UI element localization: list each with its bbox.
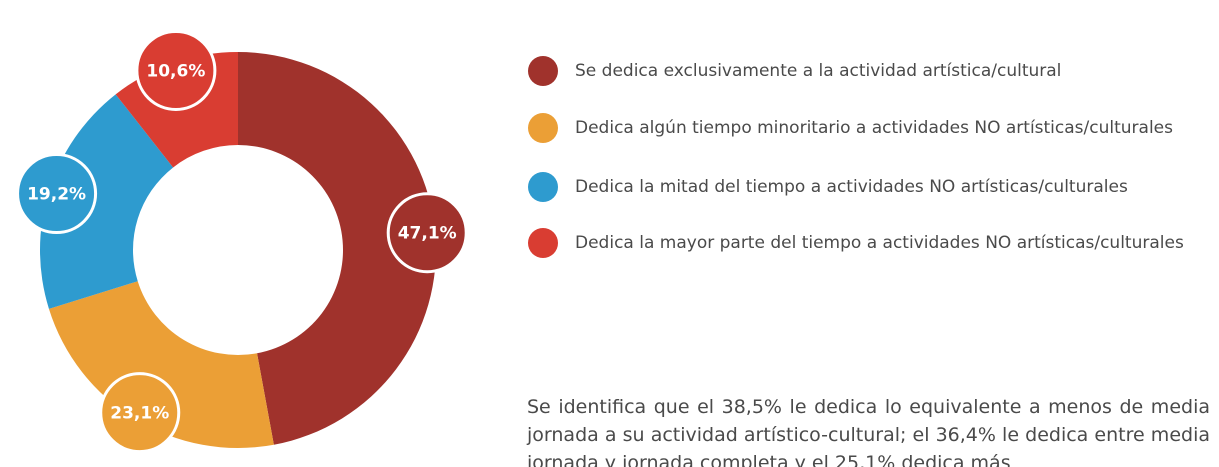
value-label: 23,1%	[110, 404, 169, 424]
donut-slice	[48, 281, 274, 448]
legend-label: Dedica la mitad del tiempo a actividades…	[575, 177, 1128, 197]
legend-label: Se dedica exclusivamente a la actividad …	[575, 61, 1062, 81]
value-label: 19,2%	[27, 185, 86, 205]
legend-swatch	[528, 172, 558, 202]
label-bubble	[386, 192, 468, 274]
legend-swatch	[528, 228, 558, 258]
annotation: Se identifica que el 38,5% le dedica lo …	[527, 396, 1210, 467]
value-label: 10,6%	[146, 61, 205, 81]
legend-swatch	[528, 113, 558, 143]
donut-slice	[238, 52, 436, 445]
legend-label: Dedica la mayor parte del tiempo a activ…	[575, 233, 1184, 253]
value-label: 47,1%	[398, 224, 457, 244]
legend-swatch	[528, 56, 558, 86]
legend-label: Dedica algún tiempo minoritario a activi…	[575, 118, 1173, 138]
label-bubble	[16, 153, 98, 235]
donut-slice	[39, 94, 174, 309]
label-bubble	[135, 29, 217, 111]
label-bubble	[99, 372, 181, 454]
